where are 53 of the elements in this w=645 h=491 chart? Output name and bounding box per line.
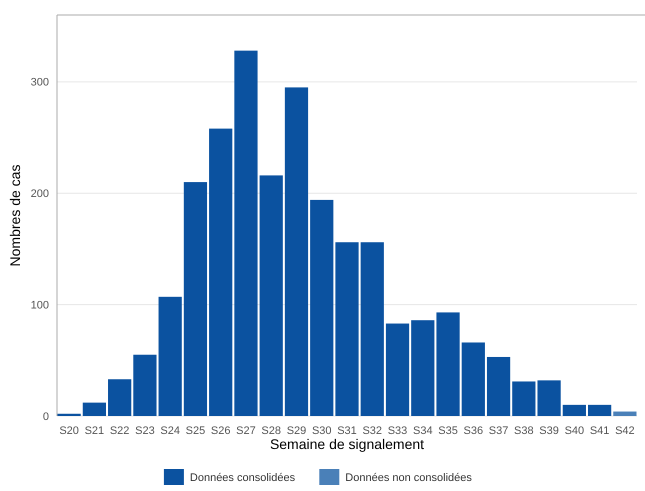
bar	[386, 324, 410, 416]
x-tick-label: S27	[236, 425, 256, 437]
x-tick-label: S30	[312, 425, 332, 437]
y-tick-label: 100	[30, 299, 49, 312]
bar	[335, 242, 359, 416]
x-tick-label: S20	[59, 425, 79, 437]
bar	[486, 356, 510, 416]
legend-label: Données consolidées	[190, 472, 296, 484]
x-tick-label: S36	[464, 425, 484, 437]
bar	[284, 87, 308, 416]
bar	[462, 342, 485, 416]
x-tick-label: S21	[84, 425, 104, 437]
bar	[436, 312, 460, 416]
y-tick-label: 200	[30, 188, 49, 200]
x-tick-label: S28	[261, 425, 282, 437]
x-tick-label: S25	[186, 425, 206, 437]
bar	[234, 50, 258, 416]
bar	[411, 320, 434, 416]
bar	[184, 182, 208, 416]
legend-label: Données non consolidées	[345, 472, 472, 484]
x-tick-label: S37	[488, 425, 508, 437]
x-tick-label: S31	[337, 425, 357, 437]
x-tick-label: S40	[564, 425, 584, 437]
y-tick-label: 300	[30, 76, 49, 89]
x-tick-label: S29	[286, 425, 306, 437]
bar	[310, 200, 334, 416]
bar	[82, 402, 106, 416]
bar	[133, 354, 157, 416]
x-tick-label: S23	[135, 425, 155, 437]
bar	[209, 128, 232, 416]
x-tick-label: S42	[615, 425, 635, 437]
x-tick-label: S35	[438, 425, 458, 437]
y-axis-title: Nombres de cas	[7, 164, 23, 266]
x-tick-label: S22	[110, 425, 130, 437]
x-tick-label: S33	[388, 425, 408, 437]
bar	[613, 412, 636, 416]
x-tick-label: S26	[210, 425, 230, 437]
y-tick-label: 0	[42, 410, 49, 423]
x-tick-label: S38	[514, 425, 534, 437]
x-tick-label: S24	[160, 425, 180, 437]
bar	[588, 404, 612, 416]
x-tick-label: S39	[539, 425, 559, 437]
bar	[360, 242, 384, 416]
bar	[562, 404, 586, 416]
bar	[537, 380, 561, 416]
bar	[158, 296, 182, 416]
bar	[108, 379, 132, 416]
x-axis-title: Semaine de signalement	[270, 436, 424, 452]
bar	[260, 175, 283, 416]
x-tick-label: S41	[590, 425, 610, 437]
x-tick-label: S32	[362, 425, 382, 437]
x-tick-label: S34	[412, 425, 433, 437]
bar	[512, 381, 536, 416]
